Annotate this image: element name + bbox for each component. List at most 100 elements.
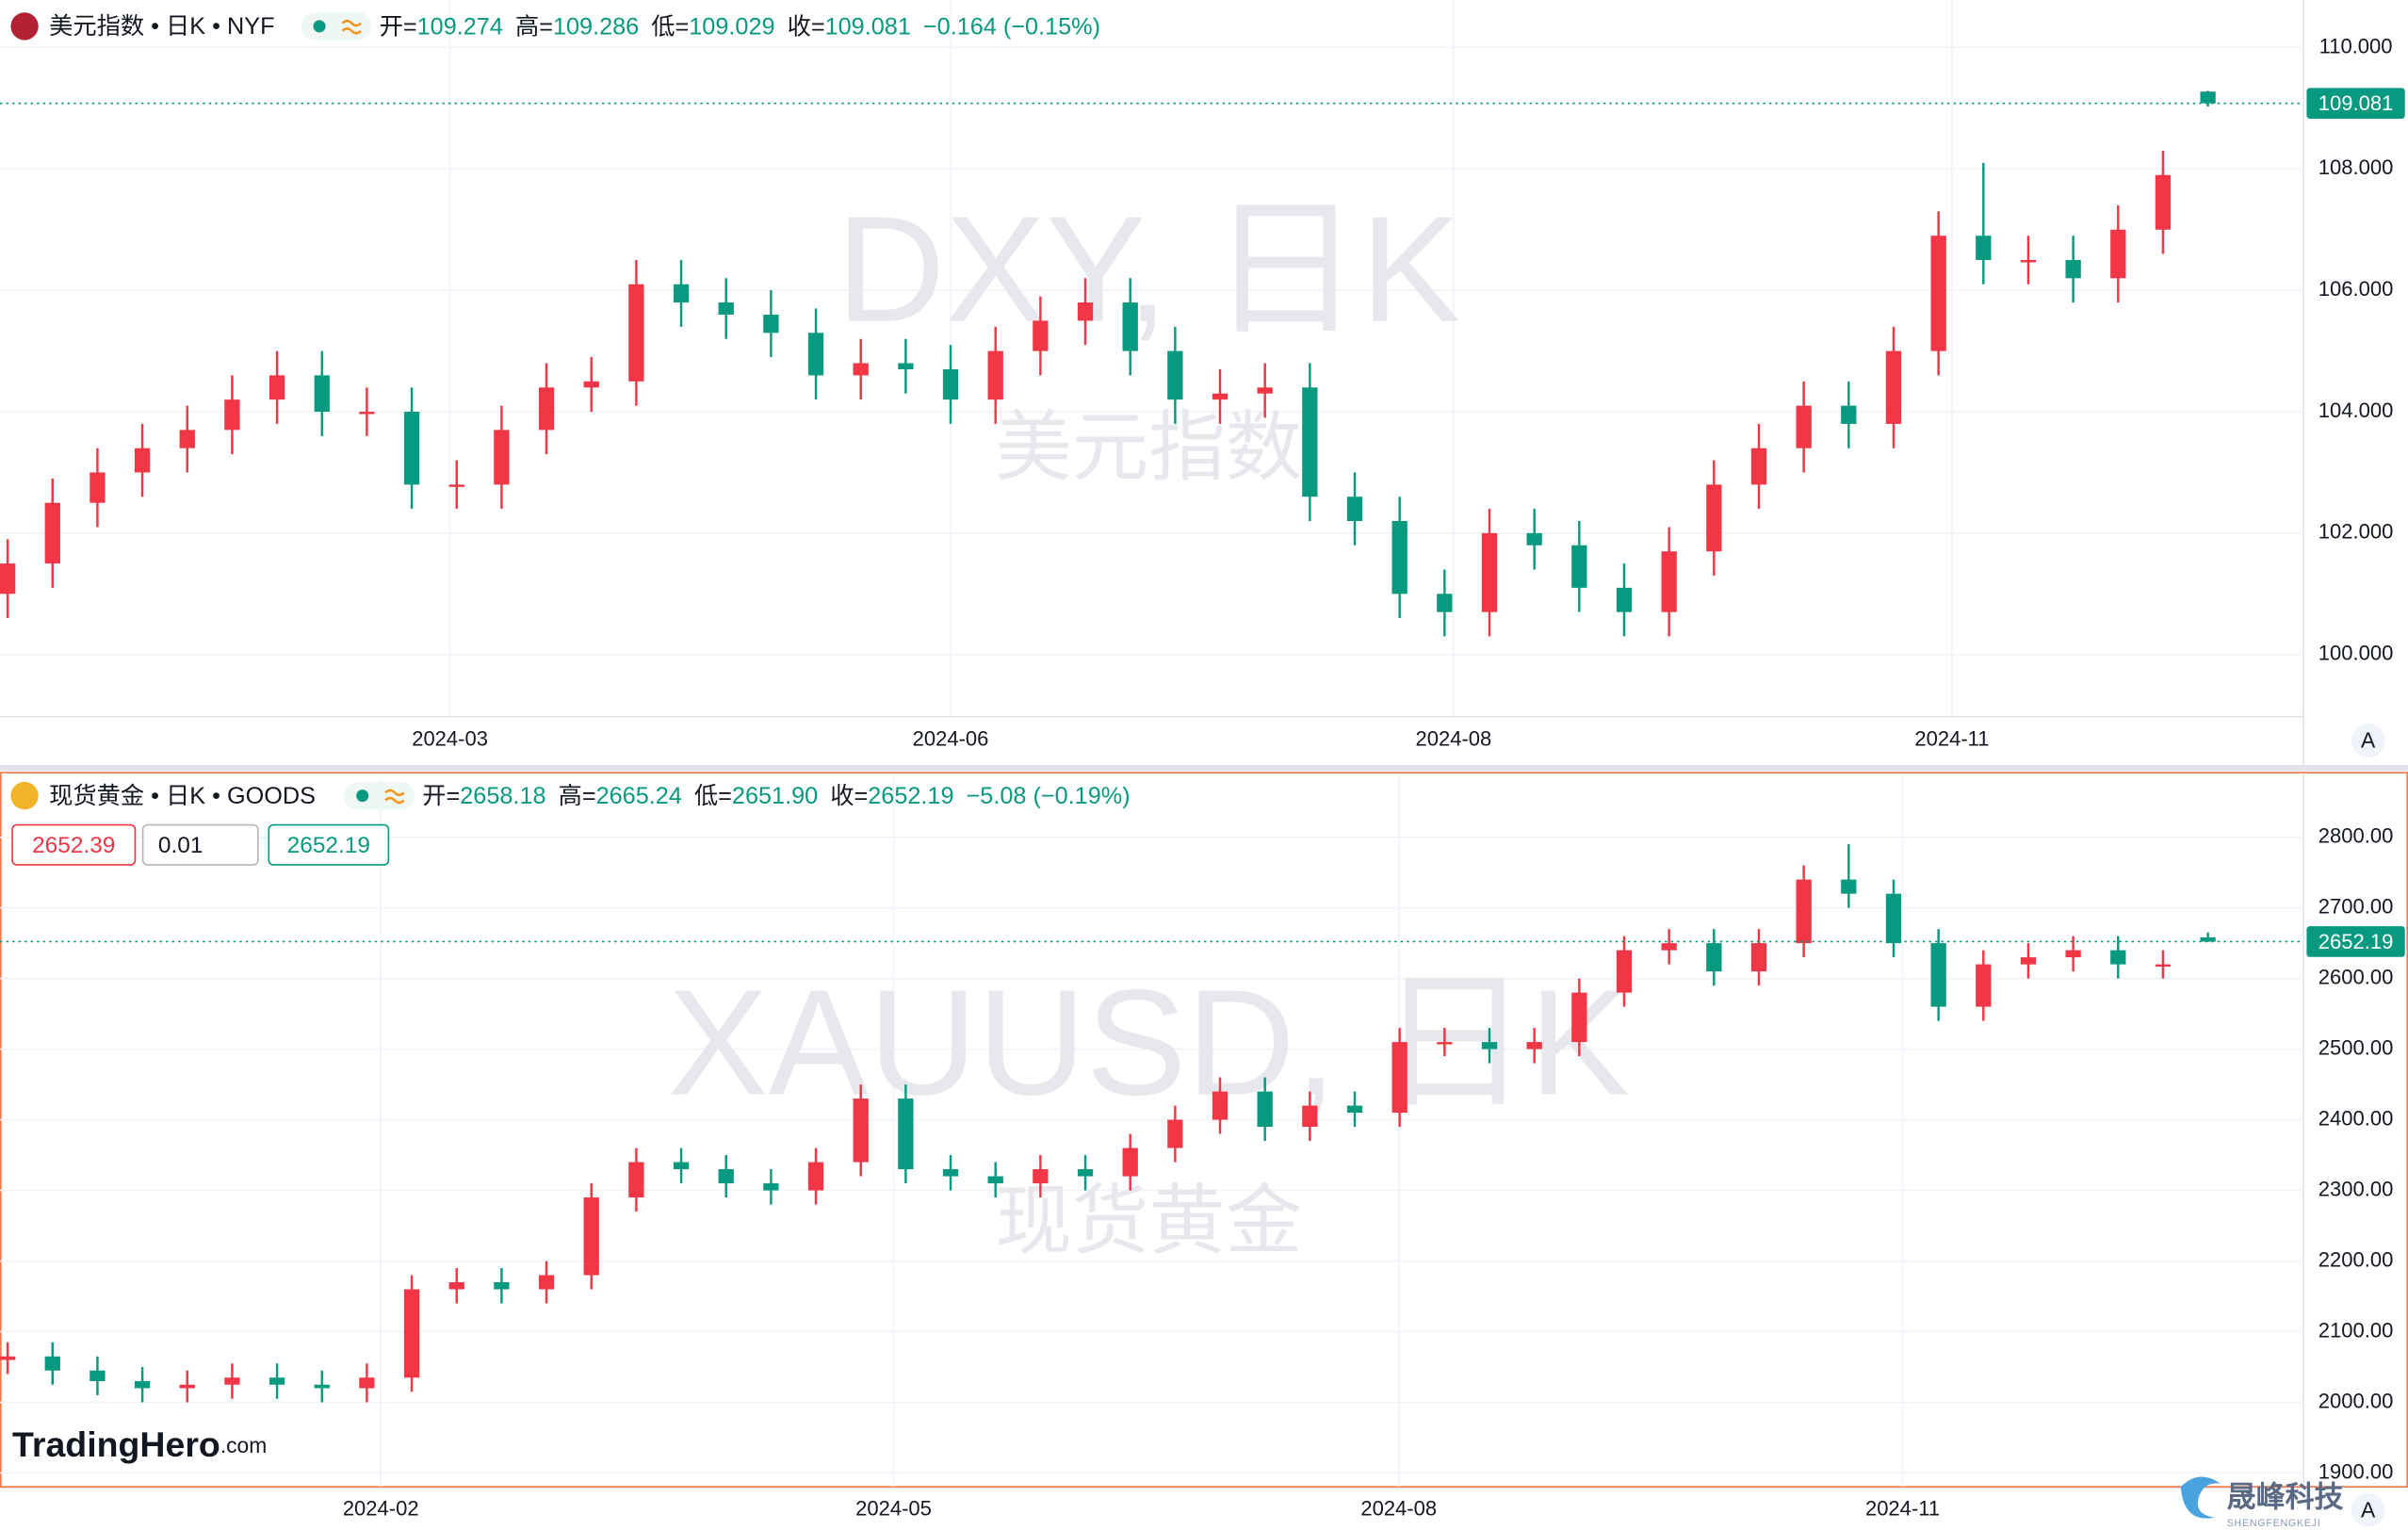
- y-tick-label: 108.000: [2319, 155, 2394, 179]
- status-pill: [301, 12, 372, 41]
- candle-body: [1930, 943, 1946, 1007]
- candle-body: [1616, 950, 1633, 993]
- brand-icon: [2180, 1476, 2221, 1519]
- candle-body: [1077, 1169, 1094, 1177]
- candle-body: [403, 412, 420, 485]
- candle-body: [44, 502, 60, 564]
- ohlc-legend: 开=109.274 高=109.286 低=109.029 收=109.081 −0.1…: [380, 13, 1100, 40]
- x-tick-label: 2024-02: [343, 1496, 419, 1520]
- last-price-label: 109.081: [2319, 91, 2394, 115]
- order-button[interactable]: [11, 823, 137, 866]
- candle-body: [494, 1282, 510, 1290]
- candle-body: [448, 484, 464, 487]
- candle-body: [2020, 259, 2037, 263]
- candle-body: [628, 284, 644, 382]
- candle-body: [1796, 405, 1812, 448]
- watermark: XAUUSD, 日K: [668, 957, 1630, 1126]
- order-button[interactable]: [268, 823, 390, 866]
- candle-body: [1526, 532, 1542, 545]
- x-tick-label: 2024-08: [1416, 727, 1492, 751]
- candle-body: [1257, 387, 1273, 394]
- candle-body: [538, 1275, 555, 1290]
- symbol: 现货黄金 • 日K • GOODS: [49, 783, 316, 809]
- candle-body: [179, 1384, 195, 1389]
- candle-body: [448, 1282, 464, 1290]
- status-pill: [344, 781, 415, 810]
- ohlc-legend: 开=2658.18 高=2665.24 低=2651.90 收=2652.19 −5.0…: [422, 783, 1130, 809]
- candle-body: [0, 1356, 16, 1360]
- change: −0.164 (−0.15%): [923, 13, 1100, 40]
- ohlc-label: 低=: [651, 13, 689, 40]
- last-price-box: [2306, 88, 2405, 119]
- candle-body: [1033, 1169, 1049, 1184]
- candle-body: [268, 1377, 285, 1385]
- y-tick-label: 104.000: [2319, 399, 2394, 422]
- y-tick-label: 100.000: [2319, 642, 2394, 665]
- watermark-sub: 美元指数: [995, 405, 1302, 491]
- candle-body: [763, 1183, 779, 1191]
- candle-body: [1167, 1119, 1183, 1148]
- axis-button[interactable]: [2351, 1492, 2385, 1527]
- candle-body: [89, 472, 106, 503]
- x-tick-label: 2024-11: [1914, 727, 1989, 751]
- candle-body: [1481, 1042, 1498, 1050]
- candle-body: [1571, 545, 1587, 588]
- x-tick-label: 2024-11: [1865, 1496, 1940, 1520]
- watermark: DXY, 日K: [837, 185, 1461, 353]
- candle-body: [1346, 496, 1363, 522]
- candle-body: [1841, 879, 1857, 894]
- ohlc-label: 开=: [422, 783, 460, 809]
- candle-body: [1346, 1105, 1363, 1114]
- candle-body: [628, 1162, 644, 1198]
- candle-body: [1302, 1105, 1318, 1128]
- candle-body: [359, 1377, 375, 1389]
- candle-body: [44, 1356, 60, 1371]
- candle-body: [1616, 587, 1633, 612]
- candle-body: [1122, 1148, 1138, 1177]
- ohlc-value: 109.081: [825, 13, 911, 40]
- y-tick-label: 2300.00: [2319, 1177, 2394, 1200]
- candle-body: [853, 363, 869, 376]
- candle-body: [134, 1380, 151, 1389]
- candle-body: [718, 302, 734, 315]
- candle-body: [853, 1099, 869, 1163]
- candle-body: [1796, 879, 1812, 944]
- candle-body: [1167, 350, 1183, 400]
- candle-body: [807, 1162, 824, 1191]
- candle-body: [2200, 936, 2216, 942]
- y-tick-label: 2200.00: [2319, 1247, 2394, 1271]
- candle-body: [2110, 950, 2126, 965]
- ohlc-value: 109.286: [553, 13, 639, 40]
- candle-body: [1122, 302, 1138, 351]
- candle-body: [1661, 943, 1677, 951]
- order-button[interactable]: [141, 823, 259, 866]
- status-wave: [384, 789, 405, 805]
- candle-body: [494, 430, 510, 485]
- candle-body: [2065, 259, 2081, 279]
- y-tick-label: 2500.00: [2319, 1035, 2394, 1059]
- candle-body: [898, 363, 914, 369]
- ohlc-label: 高=: [515, 13, 553, 40]
- candle-body: [673, 284, 690, 303]
- candle-body: [2020, 957, 2037, 965]
- candle-body: [1661, 551, 1677, 612]
- candle-body: [1437, 1042, 1453, 1045]
- candle-body: [1930, 236, 1946, 351]
- candle-body: [1750, 448, 1767, 485]
- candle-body: [224, 1377, 240, 1385]
- candle-body: [179, 430, 195, 448]
- candle-body: [763, 314, 779, 334]
- symbol: 美元指数 • 日K • NYF: [49, 13, 274, 40]
- candle-body: [898, 1099, 914, 1170]
- candle-body: [1885, 350, 1902, 424]
- candle-body: [1571, 992, 1587, 1043]
- axis-button[interactable]: [2351, 723, 2385, 757]
- candle-body: [1077, 302, 1094, 321]
- candle-body: [673, 1162, 690, 1170]
- y-tick-label: 2400.00: [2319, 1106, 2394, 1130]
- candle-body: [2110, 229, 2126, 279]
- ohlc-label: 收=: [788, 13, 825, 40]
- change: −5.08 (−0.19%): [967, 783, 1131, 809]
- candle-body: [942, 368, 959, 400]
- y-tick-label: 2700.00: [2319, 894, 2394, 918]
